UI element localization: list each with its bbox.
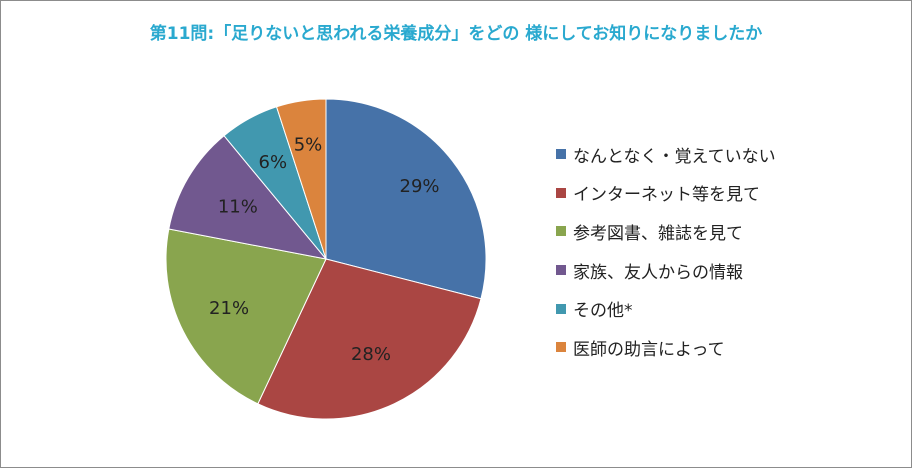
slice-data-label: 5% [294, 135, 323, 156]
slice-data-label: 29% [400, 176, 440, 197]
pie-slice [168, 135, 328, 260]
pie-slice [325, 98, 487, 300]
legend-label: 家族、友人からの情報 [573, 262, 743, 283]
slice-data-label: 21% [209, 298, 249, 319]
legend-label: 医師の助言によって [573, 339, 725, 360]
legend-label: なんとなく・覚えていない [573, 146, 776, 167]
slice-data-label: 6% [259, 152, 288, 173]
slice-data-label: 28% [351, 344, 391, 365]
legend-swatch [556, 342, 566, 353]
legend-item: インターネット等を見て [556, 174, 776, 213]
legend-label: その他* [573, 301, 633, 322]
slice-data-label: 11% [218, 196, 258, 217]
legend-item: なんとなく・覚えていない [556, 135, 776, 174]
legend-label: インターネット等を見て [573, 185, 760, 206]
legend-swatch [556, 303, 566, 314]
legend-item: 参考図書、雑誌を見て [556, 212, 776, 251]
legend-item: 家族、友人からの情報 [556, 251, 776, 290]
legend-swatch [556, 226, 566, 237]
chart-legend: なんとなく・覚えていない インターネット等を見て 参考図書、雑誌を見て 家族、友人から… [556, 135, 776, 367]
legend-swatch [556, 187, 566, 198]
legend-swatch [556, 149, 566, 160]
pie-slice [257, 258, 482, 420]
legend-item: その他* [556, 289, 776, 328]
chart-title: 第11問:「足りないと思われる栄養成分」をどの 様にしてお知りになりましたか [149, 24, 763, 44]
legend-swatch [556, 265, 566, 276]
legend-item: 医師の助言によって [556, 328, 776, 367]
pie-slice [275, 98, 327, 260]
legend-label: 参考図書、雑誌を見て [573, 223, 743, 244]
pie-slice [165, 228, 327, 405]
